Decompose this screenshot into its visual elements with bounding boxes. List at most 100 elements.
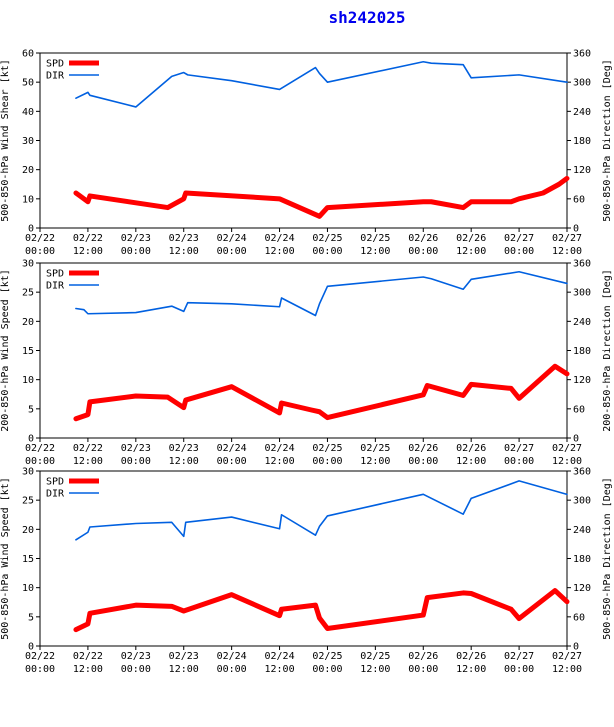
y-axis-label-right: 500-850-hPa Direction [Deg]	[602, 59, 613, 222]
x-tick-label-time: 00:00	[25, 664, 55, 675]
x-tick-label-time: 00:00	[25, 246, 55, 257]
y-tick-label-left: 5	[28, 404, 34, 415]
y-tick-label-right: 0	[573, 434, 579, 445]
x-tick-label-time: 00:00	[408, 664, 438, 675]
x-tick-label-date: 02/26	[408, 443, 438, 454]
x-tick-label-time: 00:00	[312, 664, 342, 675]
x-tick-label-time: 12:00	[456, 664, 486, 675]
y-tick-label-left: 10	[22, 583, 34, 594]
x-tick-label-time: 12:00	[456, 456, 486, 467]
x-tick-label-date: 02/25	[312, 443, 342, 454]
x-tick-label-time: 12:00	[552, 456, 582, 467]
y-tick-label-right: 180	[573, 554, 591, 565]
series-line-dir	[75, 60, 568, 108]
plot-frame	[39, 262, 568, 439]
y-tick-label-right: 240	[573, 317, 591, 328]
y-axis-label-left: 500-850-hPa Wind Shear [kt]	[0, 59, 11, 222]
y-tick-label-left: 50	[22, 78, 34, 89]
y-tick-label-left: 30	[22, 467, 34, 478]
x-tick-label-date: 02/26	[456, 651, 486, 662]
legend-label-dir: DIR	[46, 281, 65, 292]
y-tick-label-right: 240	[573, 525, 591, 536]
x-tick-label-time: 00:00	[408, 456, 438, 467]
x-tick-label-time: 00:00	[312, 246, 342, 257]
y-tick-label-left: 20	[22, 317, 34, 328]
y-tick-label-right: 120	[573, 583, 591, 594]
y-tick-label-right: 120	[573, 165, 591, 176]
chart-title: sh242025	[328, 8, 406, 27]
y-tick-label-right: 360	[573, 259, 591, 270]
x-tick-label-time: 12:00	[169, 664, 199, 675]
x-tick-label-time: 00:00	[504, 664, 534, 675]
x-tick-label-date: 02/24	[264, 651, 294, 662]
x-tick-label-time: 12:00	[264, 246, 294, 257]
y-tick-label-left: 40	[22, 107, 34, 118]
x-tick-label-time: 12:00	[169, 246, 199, 257]
y-tick-label-right: 180	[573, 136, 591, 147]
legend-label-dir: DIR	[46, 71, 65, 82]
x-tick-label-time: 12:00	[456, 246, 486, 257]
x-tick-label-date: 02/22	[25, 233, 55, 244]
x-tick-label-time: 00:00	[408, 246, 438, 257]
x-tick-label-time: 12:00	[360, 246, 390, 257]
x-tick-label-date: 02/24	[217, 443, 247, 454]
x-tick-label-date: 02/22	[73, 233, 103, 244]
x-tick-label-date: 02/22	[25, 443, 55, 454]
y-tick-label-right: 240	[573, 107, 591, 118]
x-tick-label-date: 02/25	[312, 651, 342, 662]
x-tick-label-time: 00:00	[504, 456, 534, 467]
y-tick-label-left: 15	[22, 346, 34, 357]
x-tick-label-date: 02/25	[312, 233, 342, 244]
legend-label-spd: SPD	[46, 477, 64, 488]
x-tick-label-date: 02/24	[264, 443, 294, 454]
y-tick-label-right: 180	[573, 346, 591, 357]
x-tick-label-time: 00:00	[217, 664, 247, 675]
x-tick-label-date: 02/23	[169, 443, 199, 454]
x-tick-label-date: 02/23	[121, 233, 151, 244]
x-tick-label-date: 02/27	[504, 651, 534, 662]
legend-label-spd: SPD	[46, 59, 64, 70]
y-tick-label-left: 30	[22, 259, 34, 270]
y-tick-label-left: 5	[28, 612, 34, 623]
x-tick-label-time: 12:00	[360, 456, 390, 467]
x-tick-label-time: 00:00	[25, 456, 55, 467]
x-tick-label-date: 02/27	[504, 233, 534, 244]
series-line-spd	[73, 363, 570, 422]
x-tick-label-date: 02/24	[264, 233, 294, 244]
x-tick-label-date: 02/27	[552, 443, 582, 454]
x-tick-label-date: 02/27	[504, 443, 534, 454]
x-tick-label-date: 02/26	[456, 233, 486, 244]
x-tick-label-date: 02/27	[552, 651, 582, 662]
x-tick-label-time: 12:00	[264, 664, 294, 675]
x-tick-label-time: 00:00	[121, 456, 151, 467]
x-tick-label-time: 12:00	[73, 664, 103, 675]
y-tick-label-right: 0	[573, 642, 579, 653]
x-tick-label-date: 02/23	[169, 233, 199, 244]
x-tick-label-time: 00:00	[121, 664, 151, 675]
x-tick-label-date: 02/24	[217, 651, 247, 662]
x-tick-label-date: 02/22	[25, 651, 55, 662]
x-tick-label-time: 12:00	[360, 664, 390, 675]
x-tick-label-time: 12:00	[552, 246, 582, 257]
y-axis-label-right: 500-850-hPa Direction [Deg]	[602, 477, 613, 640]
x-tick-label-date: 02/23	[121, 443, 151, 454]
x-tick-label-date: 02/26	[456, 443, 486, 454]
series-line-spd	[73, 175, 570, 219]
y-tick-label-right: 360	[573, 467, 591, 478]
x-tick-label-time: 00:00	[217, 456, 247, 467]
y-tick-label-right: 60	[573, 194, 585, 205]
y-tick-label-left: 0	[28, 434, 34, 445]
x-tick-label-date: 02/22	[73, 443, 103, 454]
x-tick-label-time: 00:00	[121, 246, 151, 257]
y-axis-label-left: 500-850-hPa Wind Speed [kt]	[0, 477, 11, 640]
series-line-dir	[75, 480, 568, 541]
x-tick-label-date: 02/26	[408, 651, 438, 662]
y-axis-label-right: 200-850-hPa Direction [Deg]	[602, 269, 613, 432]
x-tick-label-time: 12:00	[169, 456, 199, 467]
legend-label-dir: DIR	[46, 489, 65, 500]
x-tick-label-date: 02/25	[360, 443, 390, 454]
x-tick-label-date: 02/24	[217, 233, 247, 244]
y-tick-label-left: 30	[22, 136, 34, 147]
x-tick-label-time: 12:00	[264, 456, 294, 467]
